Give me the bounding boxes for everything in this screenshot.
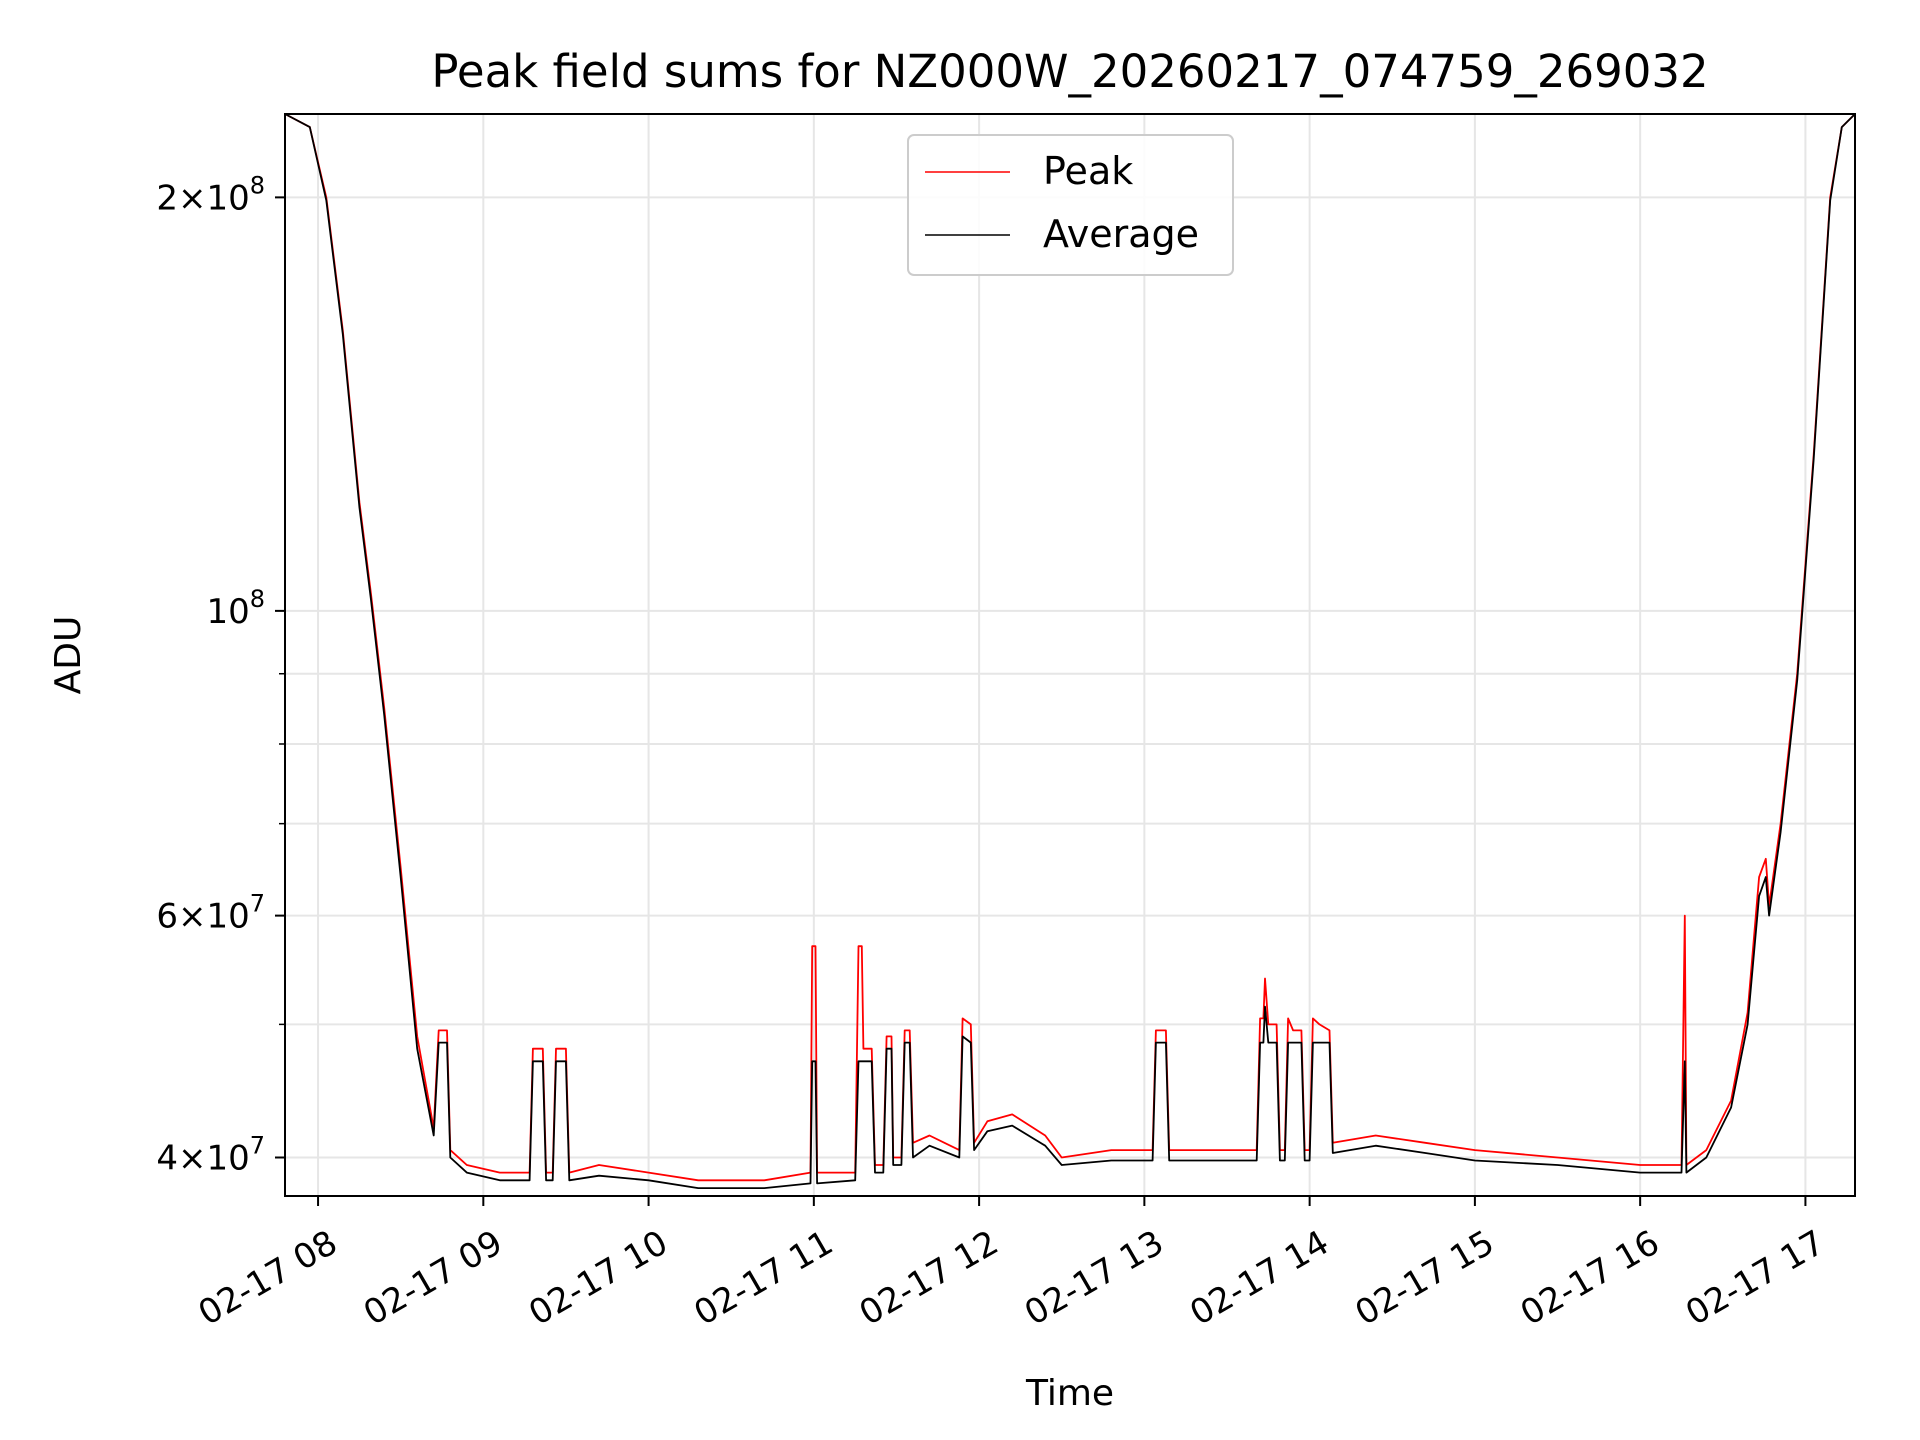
y-axis-label: ADU	[48, 616, 89, 695]
legend-label-peak: Peak	[1043, 149, 1133, 193]
y-tick-label: 4×107	[156, 1131, 265, 1178]
series-line-average	[284, 113, 1856, 1189]
y-tick-label: 2×108	[156, 171, 265, 218]
chart-title: Peak field sums for NZ000W_20260217_0747…	[431, 45, 1708, 98]
series-line-peak	[284, 113, 1856, 1182]
y-axis: 4×107 6×107 108 2×108	[156, 171, 285, 1178]
y-tick-label: 6×107	[156, 890, 265, 937]
legend: Peak Average	[907, 134, 1234, 276]
x-axis-label: Time	[1025, 1373, 1114, 1414]
y-tick-label: 108	[206, 585, 265, 632]
legend-label-average: Average	[1043, 212, 1199, 256]
plot-frame	[284, 113, 1856, 1197]
plot-area	[285, 114, 1855, 1196]
series-layer	[284, 113, 1856, 1189]
legend-box	[907, 134, 1234, 276]
